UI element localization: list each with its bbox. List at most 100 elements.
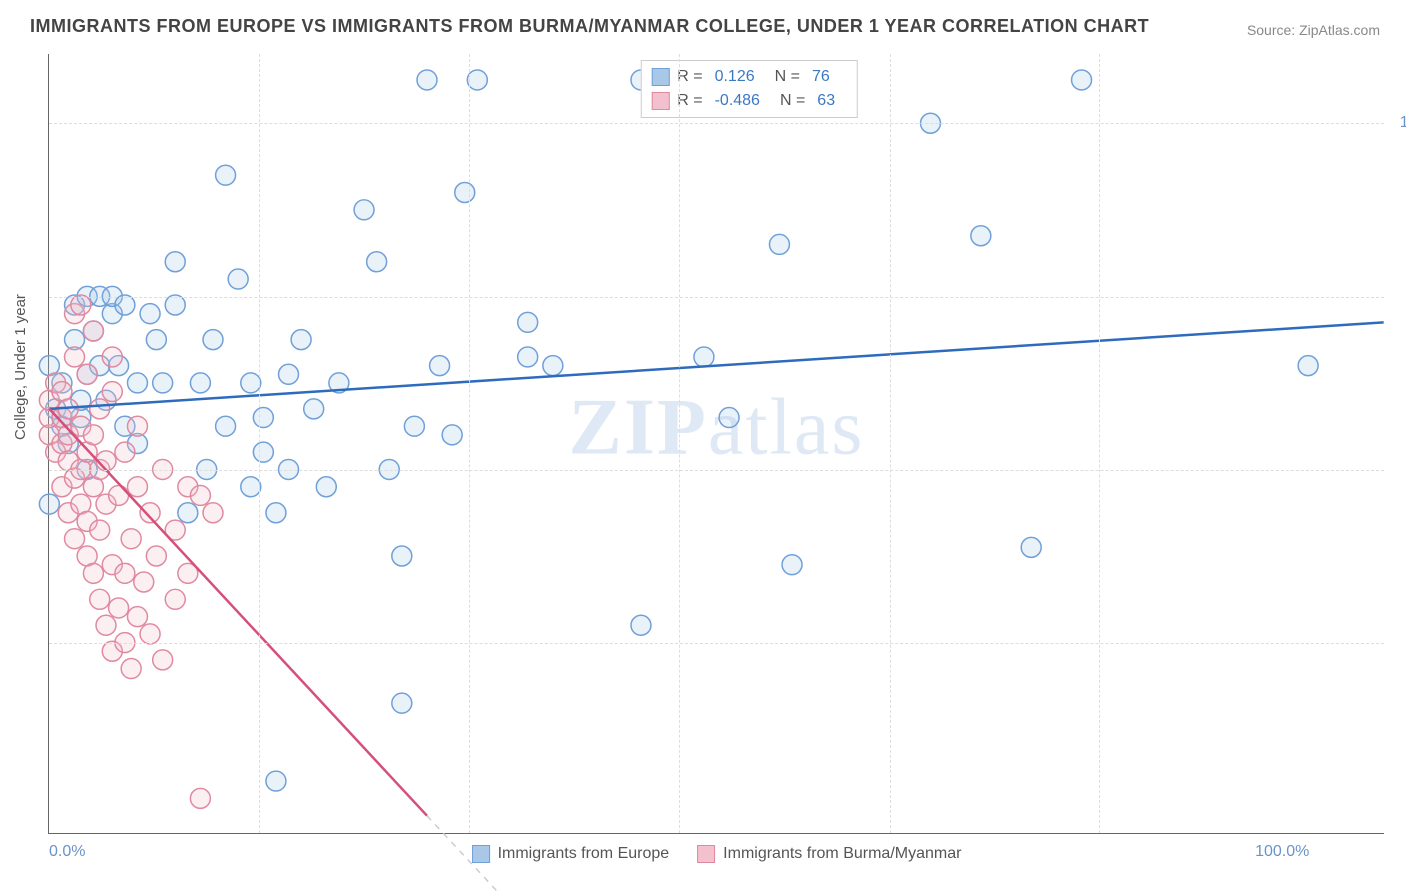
data-point (190, 373, 210, 393)
legend-item-burma: Immigrants from Burma/Myanmar (697, 845, 961, 863)
data-point (146, 546, 166, 566)
data-point (71, 295, 91, 315)
data-point (127, 607, 147, 627)
data-point (39, 494, 59, 514)
data-point (631, 615, 651, 635)
data-point (266, 771, 286, 791)
data-point (109, 598, 129, 618)
data-point (127, 416, 147, 436)
data-point (404, 416, 424, 436)
data-point (518, 312, 538, 332)
data-point (304, 399, 324, 419)
correlation-legend: R = 0.126 N = 76 R = -0.486 N = 63 (640, 60, 858, 118)
data-point (140, 624, 160, 644)
data-point (165, 295, 185, 315)
data-point (83, 425, 103, 445)
data-point (190, 788, 210, 808)
data-point (467, 70, 487, 90)
data-point (153, 650, 173, 670)
data-point (65, 529, 85, 549)
chart-area: ZIPatlas R = 0.126 N = 76 R = -0.486 N =… (48, 54, 1384, 834)
gridline-vertical (469, 54, 470, 833)
gridline-vertical (259, 54, 260, 833)
data-point (102, 347, 122, 367)
data-point (140, 503, 160, 523)
data-point (203, 503, 223, 523)
data-point (430, 356, 450, 376)
gridline-horizontal (49, 297, 1384, 298)
data-point (1298, 356, 1318, 376)
data-point (769, 234, 789, 254)
data-point (1072, 70, 1092, 90)
y-tick-label: 60.0% (1394, 461, 1406, 479)
data-point (392, 546, 412, 566)
legend-row-burma: R = -0.486 N = 63 (651, 89, 847, 113)
data-point (83, 321, 103, 341)
gridline-vertical (890, 54, 891, 833)
data-point (146, 330, 166, 350)
data-point (90, 520, 110, 540)
legend-item-europe: Immigrants from Europe (472, 845, 670, 863)
data-point (241, 373, 261, 393)
gridline-vertical (679, 54, 680, 833)
data-point (165, 589, 185, 609)
data-point (694, 347, 714, 367)
data-point (140, 304, 160, 324)
data-point (65, 347, 85, 367)
data-point (216, 165, 236, 185)
data-point (77, 364, 97, 384)
r-label: R = (677, 65, 702, 89)
data-point (115, 563, 135, 583)
data-point (266, 503, 286, 523)
series-legend: Immigrants from Europe Immigrants from B… (472, 845, 962, 863)
data-point (971, 226, 991, 246)
legend-label: Immigrants from Europe (498, 845, 670, 863)
data-point (518, 347, 538, 367)
data-point (121, 659, 141, 679)
y-tick-label: 40.0% (1394, 634, 1406, 652)
r-value-europe: 0.126 (715, 65, 755, 89)
swatch-burma (697, 845, 715, 863)
n-label: N = (780, 89, 805, 113)
gridline-vertical (1099, 54, 1100, 833)
data-point (121, 529, 141, 549)
y-axis-label: College, Under 1 year (12, 294, 29, 440)
swatch-burma (651, 92, 669, 110)
data-point (241, 477, 261, 497)
scatter-plot (49, 54, 1384, 833)
data-point (96, 615, 116, 635)
data-point (115, 442, 135, 462)
data-point (543, 356, 563, 376)
data-point (291, 330, 311, 350)
data-point (442, 425, 462, 445)
x-tick-label: 100.0% (1255, 843, 1309, 861)
gridline-horizontal (49, 470, 1384, 471)
data-point (228, 269, 248, 289)
data-point (90, 399, 110, 419)
chart-title: IMMIGRANTS FROM EUROPE VS IMMIGRANTS FRO… (30, 16, 1149, 37)
trend-line (49, 322, 1383, 409)
data-point (90, 589, 110, 609)
data-point (253, 442, 273, 462)
data-point (782, 555, 802, 575)
data-point (279, 364, 299, 384)
legend-row-europe: R = 0.126 N = 76 (651, 65, 847, 89)
data-point (83, 563, 103, 583)
data-point (354, 200, 374, 220)
data-point (127, 373, 147, 393)
swatch-europe (651, 68, 669, 86)
data-point (216, 416, 236, 436)
y-tick-label: 80.0% (1394, 288, 1406, 306)
data-point (455, 183, 475, 203)
gridline-horizontal (49, 643, 1384, 644)
legend-label: Immigrants from Burma/Myanmar (723, 845, 961, 863)
swatch-europe (472, 845, 490, 863)
data-point (115, 295, 135, 315)
data-point (109, 485, 129, 505)
r-label: R = (677, 89, 702, 113)
r-value-burma: -0.486 (715, 89, 760, 113)
x-tick-label: 0.0% (49, 843, 85, 861)
data-point (719, 408, 739, 428)
data-point (134, 572, 154, 592)
n-value-europe: 76 (812, 65, 830, 89)
